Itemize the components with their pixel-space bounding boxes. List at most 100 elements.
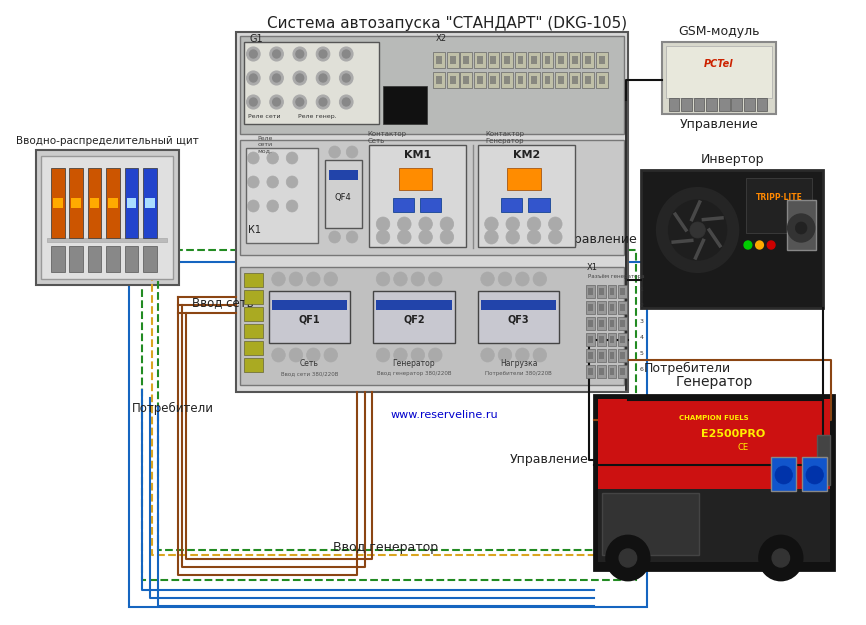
- Circle shape: [506, 230, 520, 244]
- Bar: [588, 336, 593, 343]
- Circle shape: [339, 47, 353, 61]
- Text: Реле генер.: Реле генер.: [298, 114, 337, 119]
- Bar: [518, 76, 523, 84]
- Bar: [71, 198, 81, 208]
- Text: Ввод сеть: Ввод сеть: [192, 296, 254, 309]
- Circle shape: [267, 176, 279, 188]
- Circle shape: [342, 98, 350, 106]
- Bar: [610, 336, 614, 343]
- Bar: [243, 42, 379, 124]
- Circle shape: [775, 466, 792, 484]
- Text: 2: 2: [639, 303, 643, 308]
- Bar: [569, 52, 580, 68]
- Text: Реле сети: Реле сети: [248, 114, 280, 119]
- Bar: [143, 168, 157, 238]
- Bar: [51, 246, 65, 272]
- Bar: [586, 285, 595, 298]
- Circle shape: [657, 188, 738, 272]
- Bar: [488, 52, 499, 68]
- Bar: [694, 98, 704, 111]
- Text: Инвертор: Инвертор: [701, 153, 764, 166]
- Bar: [447, 72, 458, 88]
- Bar: [585, 76, 591, 84]
- Bar: [447, 52, 458, 68]
- Text: GSM-модуль: GSM-модуль: [678, 25, 759, 38]
- Text: Ввод генератор 380/220В: Ввод генератор 380/220В: [377, 371, 451, 376]
- Bar: [481, 300, 556, 310]
- Text: Ввод генератор: Ввод генератор: [333, 541, 438, 554]
- Bar: [436, 56, 442, 64]
- Circle shape: [273, 74, 281, 82]
- Bar: [618, 365, 627, 378]
- Text: Управление: Управление: [509, 454, 588, 466]
- Text: Потребители: Потребители: [132, 401, 215, 414]
- Bar: [107, 168, 120, 238]
- Bar: [129, 262, 647, 607]
- Circle shape: [515, 272, 529, 286]
- Text: Вводно-распределительный щит: Вводно-распределительный щит: [16, 136, 198, 146]
- Bar: [732, 98, 742, 111]
- Bar: [586, 349, 595, 362]
- Bar: [490, 56, 496, 64]
- Bar: [126, 198, 136, 208]
- Bar: [531, 56, 537, 64]
- Bar: [87, 246, 101, 272]
- Circle shape: [339, 71, 353, 85]
- Circle shape: [485, 230, 498, 244]
- Circle shape: [287, 200, 298, 212]
- Text: QF2: QF2: [404, 315, 425, 325]
- Circle shape: [394, 348, 407, 362]
- Bar: [585, 56, 591, 64]
- Bar: [757, 98, 767, 111]
- Bar: [588, 352, 593, 359]
- Circle shape: [247, 95, 260, 109]
- Bar: [572, 76, 578, 84]
- Circle shape: [548, 230, 562, 244]
- Circle shape: [485, 217, 498, 231]
- Bar: [143, 246, 157, 272]
- Bar: [501, 72, 513, 88]
- Text: CHAMPION FUELS: CHAMPION FUELS: [679, 415, 749, 421]
- Bar: [504, 76, 510, 84]
- Circle shape: [307, 348, 320, 362]
- Bar: [682, 98, 692, 111]
- Bar: [531, 76, 537, 84]
- Bar: [572, 56, 578, 64]
- Circle shape: [296, 74, 304, 82]
- Bar: [608, 301, 617, 314]
- Circle shape: [287, 176, 298, 188]
- Bar: [329, 170, 358, 180]
- Bar: [642, 170, 824, 308]
- Circle shape: [346, 231, 358, 243]
- Bar: [586, 365, 595, 378]
- Text: KM2: KM2: [513, 150, 540, 160]
- Text: 3: 3: [639, 319, 643, 324]
- Bar: [436, 76, 442, 84]
- Text: Реле
сети
мод.: Реле сети мод.: [257, 136, 273, 153]
- Bar: [478, 145, 575, 247]
- Text: 6: 6: [639, 367, 643, 372]
- Bar: [370, 145, 466, 247]
- Circle shape: [440, 230, 454, 244]
- Bar: [559, 76, 564, 84]
- Bar: [599, 352, 604, 359]
- Circle shape: [772, 549, 790, 567]
- Bar: [597, 333, 605, 346]
- Circle shape: [690, 222, 705, 238]
- Bar: [596, 72, 608, 88]
- Bar: [666, 46, 772, 98]
- Bar: [69, 168, 83, 238]
- Bar: [461, 52, 472, 68]
- Bar: [620, 368, 625, 375]
- Text: Потребители: Потребители: [643, 361, 731, 374]
- Circle shape: [320, 74, 326, 82]
- Circle shape: [619, 549, 637, 567]
- Circle shape: [307, 272, 320, 286]
- Circle shape: [296, 98, 304, 106]
- Bar: [461, 72, 472, 88]
- Bar: [243, 324, 263, 338]
- Bar: [719, 98, 729, 111]
- Bar: [108, 198, 118, 208]
- Bar: [243, 290, 263, 304]
- Circle shape: [339, 95, 353, 109]
